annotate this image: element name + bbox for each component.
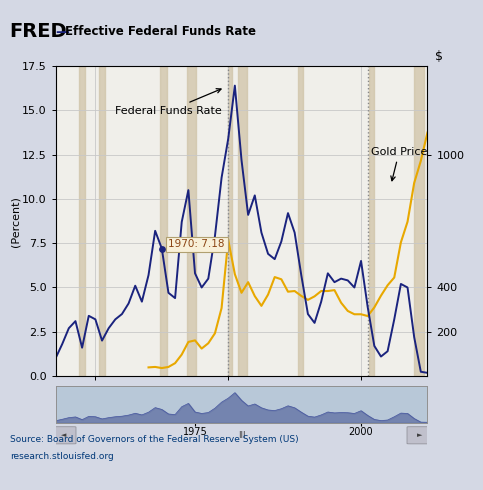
Bar <box>298 66 303 376</box>
FancyBboxPatch shape <box>52 427 76 444</box>
Text: III: III <box>238 431 245 440</box>
Bar <box>160 66 167 376</box>
Text: $: $ <box>435 50 443 63</box>
Bar <box>238 66 247 376</box>
Text: Source: Board of Governors of the Federal Reserve System (US): Source: Board of Governors of the Federa… <box>10 435 298 444</box>
Text: Gold Price: Gold Price <box>371 147 427 181</box>
Bar <box>99 66 105 376</box>
Bar <box>228 66 231 376</box>
FancyBboxPatch shape <box>407 427 431 444</box>
Bar <box>79 66 85 376</box>
Bar <box>187 66 197 376</box>
Text: research.stlouisfed.org: research.stlouisfed.org <box>10 452 114 461</box>
Text: Federal Funds Rate: Federal Funds Rate <box>115 89 222 116</box>
Text: FRED: FRED <box>10 23 67 41</box>
Text: —: — <box>56 25 70 39</box>
Text: ◄: ◄ <box>61 432 67 439</box>
Text: 1970: 7.18: 1970: 7.18 <box>169 239 225 249</box>
Y-axis label: (Percent): (Percent) <box>10 196 20 246</box>
Bar <box>369 66 374 376</box>
Text: ►: ► <box>416 432 422 439</box>
Text: Effective Federal Funds Rate: Effective Federal Funds Rate <box>65 25 256 38</box>
Point <box>158 245 166 253</box>
Bar <box>413 66 424 376</box>
